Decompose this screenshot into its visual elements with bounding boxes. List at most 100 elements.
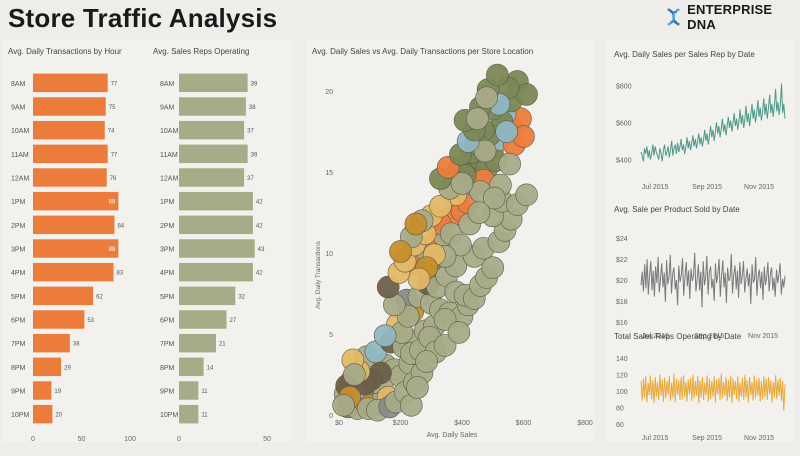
bar <box>33 286 94 306</box>
scatter-point <box>482 186 506 210</box>
bar-category-label: 8AM <box>11 81 26 88</box>
x-tick-label: Jul 2015 <box>642 435 669 442</box>
bar-category-label: 9AM <box>160 105 175 112</box>
x-tick-label: $200 <box>393 420 409 427</box>
bar <box>179 97 246 116</box>
bar-data-label: 88 <box>109 200 116 206</box>
x-tick-label: 0 <box>177 436 181 442</box>
bar-data-label: 77 <box>111 152 118 158</box>
bar <box>179 144 248 164</box>
x-tick-label: 50 <box>78 436 86 442</box>
bar <box>33 239 119 258</box>
y-tick-label: 10 <box>325 251 333 258</box>
total-reps-title: Total Sales Reps Operating by Date <box>614 332 742 341</box>
bar-data-label: 14 <box>207 365 214 371</box>
bar <box>179 215 253 235</box>
bar-category-label: 8PM <box>11 365 26 372</box>
bar <box>33 357 62 377</box>
y-tick-label: 0 <box>329 413 333 420</box>
x-tick-label: Jul 2015 <box>642 184 669 191</box>
bar <box>179 286 236 306</box>
bar-data-label: 11 <box>201 413 208 419</box>
bar-category-label: 2PM <box>11 223 26 230</box>
bar-category-label: 1PM <box>11 199 26 206</box>
bar-category-label: 9AM <box>11 105 26 112</box>
bar-data-label: 29 <box>64 365 71 371</box>
bar-data-label: 62 <box>96 294 103 300</box>
bar-category-label: 4PM <box>11 270 26 277</box>
dna-helix-icon <box>667 8 680 26</box>
bar <box>33 191 119 211</box>
x-tick-label: 100 <box>124 436 136 442</box>
bar-data-label: 77 <box>111 81 118 87</box>
y-tick-label: $800 <box>616 83 632 90</box>
bar-data-label: 20 <box>55 413 62 419</box>
scatter-point <box>466 107 489 131</box>
y-tick-label: $400 <box>616 157 632 164</box>
bar-category-label: 1PM <box>160 199 175 206</box>
sale-per-product-title: Avg. Sale per Product Sold by Date <box>614 205 740 214</box>
bar-category-label: 10PM <box>11 412 29 419</box>
x-tick-label: $800 <box>577 420 593 427</box>
bar-category-label: 12AM <box>11 176 29 183</box>
x-tick-label: $400 <box>454 420 470 427</box>
scatter-point <box>343 363 366 386</box>
reps-chart-title: Avg. Sales Reps Operating <box>153 47 250 56</box>
bar-category-label: 10AM <box>160 128 178 135</box>
scatter-point <box>481 256 505 279</box>
bar-data-label: 39 <box>251 152 258 158</box>
bar-data-label: 37 <box>247 129 254 135</box>
x-tick-label: Nov 2015 <box>744 435 774 442</box>
y-tick-label: 5 <box>329 332 333 339</box>
scatter-point <box>467 201 491 224</box>
bar <box>33 310 85 329</box>
bar-data-label: 37 <box>247 176 254 182</box>
bar-category-label: 3PM <box>160 247 175 254</box>
scatter-point <box>389 240 412 263</box>
scatter-point <box>486 63 509 87</box>
y-tick-label: $22 <box>616 257 628 264</box>
bar-data-label: 76 <box>110 176 117 182</box>
bar-category-label: 10PM <box>160 412 178 419</box>
bar-category-label: 9PM <box>11 389 26 396</box>
bar <box>179 262 253 282</box>
bar-data-label: 38 <box>249 105 256 111</box>
bar-category-label: 5PM <box>11 294 26 301</box>
scatter-point <box>415 350 438 373</box>
x-tick-label: Jul 2015 <box>642 333 669 340</box>
bar-category-label: 7PM <box>11 341 26 348</box>
scatter-point <box>373 324 397 347</box>
middle-panel: Avg. Daily Sales vs Avg. Daily Transacti… <box>305 40 595 442</box>
bar-data-label: 21 <box>219 342 226 348</box>
bar-category-label: 12AM <box>160 176 178 183</box>
line-series <box>640 252 786 308</box>
bar-category-label: 6PM <box>160 318 175 325</box>
x-tick-label: 0 <box>31 436 35 442</box>
sales-per-rep-title: Avg. Daily Sales per Sales Rep by Date <box>614 50 755 59</box>
bar-data-label: 19 <box>54 389 61 395</box>
bar <box>179 168 245 187</box>
bar <box>179 191 253 211</box>
bar-data-label: 39 <box>251 81 258 87</box>
bar <box>33 73 108 93</box>
line-series <box>640 83 786 162</box>
y-tick-label: 100 <box>616 389 628 396</box>
bar-data-label: 42 <box>256 271 263 277</box>
bar-data-label: 42 <box>256 223 263 229</box>
scatter-point <box>404 212 428 236</box>
y-tick-label: $18 <box>616 299 628 306</box>
y-tick-label: $20 <box>616 278 628 285</box>
bar <box>33 97 106 116</box>
bar <box>179 357 204 377</box>
bar-data-label: 75 <box>109 105 116 111</box>
x-tick-label: $600 <box>516 420 532 427</box>
bar <box>179 120 245 140</box>
sales-vs-transactions-chart: 0 5 10 15 20 $0 $200 $400 $600 $800 Avg. Daily Sal… <box>315 63 593 439</box>
transactions-by-hour-chart: 8AM 77 9AM 75 10AM 74 11AM 77 12AM 76 1PM 88 2PM 84 3P… <box>11 73 136 442</box>
x-tick-label: Nov 2015 <box>744 184 774 191</box>
bar <box>33 144 108 164</box>
bar <box>179 73 248 93</box>
sale-per-product-chart: $16 $18 $20 $22 $24 Jul 2015 Sep 2015 Nov 2015 <box>616 236 786 340</box>
transactions-chart-title: Avg. Daily Transactions by Hour <box>8 47 122 56</box>
y-tick-label: 20 <box>325 89 333 96</box>
